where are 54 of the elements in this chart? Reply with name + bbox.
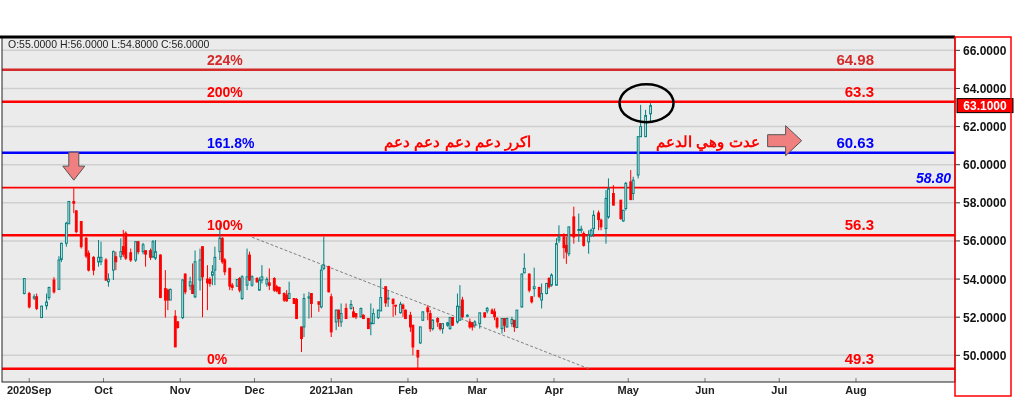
ref-line-label: 49.3 [844,349,874,367]
candlestick [300,326,303,353]
candlestick [111,249,115,281]
x-tick-label: Oct [94,384,113,396]
x-tick-label: Jun [695,384,716,396]
annotation: 161.8% [206,134,255,151]
candlestick [154,239,157,261]
x-tick-label: Feb [398,384,419,396]
text: 63.1000 [963,99,1008,114]
x-tick-label: 2020Sep [6,384,52,396]
x-tick-label: Mar [467,384,488,396]
annotation: اكرر دعم دعم دعم دعم [384,132,531,151]
annotation: O:55.0000 H:56.0000 L:54.8000 C:56.0000 [8,38,210,50]
ref-line-label: 58.80 [915,169,952,186]
candlestick [310,293,313,319]
x-tick-label: Nov [169,384,192,396]
candlestick [213,246,217,286]
candlestick [349,299,353,311]
candlestick [461,296,464,320]
y-tick-label: 54.0000 [963,272,1007,287]
x-tick-label: Aug [845,384,867,396]
y-tick-label: 60.0000 [963,158,1007,173]
candlestick [92,255,95,276]
x-tick-label: Dec [244,384,265,396]
annotation: عدت وهي الدعم [656,132,760,152]
candlestick [527,272,531,293]
y-tick-label: 50.0000 [963,348,1007,363]
candlestick [191,262,194,295]
x-tick-label: 2021Jan [309,384,354,396]
annotation: 100% [206,217,244,234]
ref-line-label: 60.63 [836,133,874,151]
candlestick [532,267,536,298]
y-tick-label: 64.0000 [963,81,1007,96]
y-tick-label: 52.0000 [963,310,1007,325]
y-tick-label: 58.0000 [963,196,1007,211]
y-tick-label: 66.0000 [963,43,1007,58]
candlestick [287,281,291,300]
candlestick [188,276,192,291]
x-tick-label: May [617,384,640,396]
candlestick [206,264,209,311]
ref-line-label: 56.3 [844,216,874,234]
candlestick [649,102,652,124]
candlestick [183,272,187,295]
y-tick-label: 56.0000 [963,234,1007,249]
annotation: 224% [206,51,244,68]
x-tick-label: Apr [544,384,565,396]
ref-line-label: 64.98 [836,50,874,68]
y-tick-label: 62.0000 [963,120,1007,135]
candlestick [644,109,647,138]
candlestick [557,224,561,244]
x-tick-label: Jul [771,384,788,396]
annotation: 0% [206,350,228,367]
ref-line-label: 63.3 [844,82,874,100]
annotation: 200% [206,83,244,100]
